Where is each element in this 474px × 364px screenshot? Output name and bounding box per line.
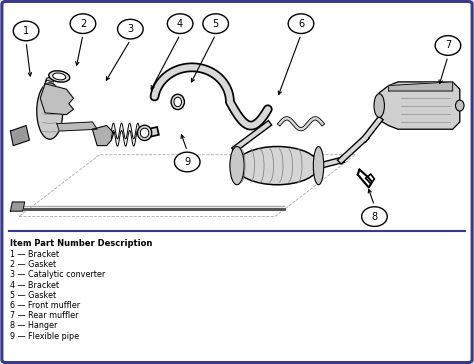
Text: 1: 1 — [23, 26, 29, 36]
Text: 6: 6 — [298, 19, 304, 29]
Ellipse shape — [140, 128, 149, 138]
Ellipse shape — [171, 94, 184, 110]
Text: Item Part Number Description: Item Part Number Description — [10, 239, 153, 248]
Polygon shape — [44, 76, 56, 89]
Text: 7: 7 — [445, 40, 451, 51]
Polygon shape — [10, 126, 29, 146]
Ellipse shape — [53, 73, 66, 80]
Ellipse shape — [137, 125, 152, 141]
Text: 4 — Bracket: 4 — Bracket — [10, 281, 59, 290]
Text: 2 — Gasket: 2 — Gasket — [10, 260, 56, 269]
Polygon shape — [40, 84, 73, 115]
Circle shape — [118, 19, 143, 39]
Text: 3: 3 — [128, 24, 133, 34]
Text: 8 — Hanger: 8 — Hanger — [10, 321, 58, 331]
Text: 2: 2 — [80, 19, 86, 29]
Text: 6 — Front muffler: 6 — Front muffler — [10, 301, 81, 310]
Text: 5: 5 — [212, 19, 219, 29]
Ellipse shape — [236, 146, 319, 185]
Ellipse shape — [313, 146, 324, 185]
Ellipse shape — [49, 71, 70, 82]
Polygon shape — [379, 82, 460, 129]
Circle shape — [362, 207, 387, 226]
Ellipse shape — [174, 97, 182, 107]
Text: 5 — Gasket: 5 — Gasket — [10, 291, 56, 300]
Circle shape — [13, 21, 39, 41]
Polygon shape — [389, 82, 453, 91]
Circle shape — [435, 36, 461, 55]
Polygon shape — [10, 202, 25, 211]
Text: 7 — Rear muffler: 7 — Rear muffler — [10, 311, 79, 320]
Text: 1 — Bracket: 1 — Bracket — [10, 250, 59, 259]
Circle shape — [70, 14, 96, 33]
Polygon shape — [92, 126, 114, 146]
Ellipse shape — [456, 100, 464, 111]
Text: 8: 8 — [372, 211, 377, 222]
Ellipse shape — [374, 94, 384, 117]
Circle shape — [167, 14, 193, 33]
Polygon shape — [57, 122, 97, 131]
Ellipse shape — [36, 83, 63, 139]
Text: 9 — Flexible pipe: 9 — Flexible pipe — [10, 332, 80, 341]
Circle shape — [203, 14, 228, 33]
Ellipse shape — [230, 146, 244, 185]
Text: 4: 4 — [177, 19, 183, 29]
Circle shape — [174, 152, 200, 172]
Text: 9: 9 — [184, 157, 190, 167]
Text: 3 — Catalytic converter: 3 — Catalytic converter — [10, 270, 106, 280]
Circle shape — [288, 14, 314, 33]
